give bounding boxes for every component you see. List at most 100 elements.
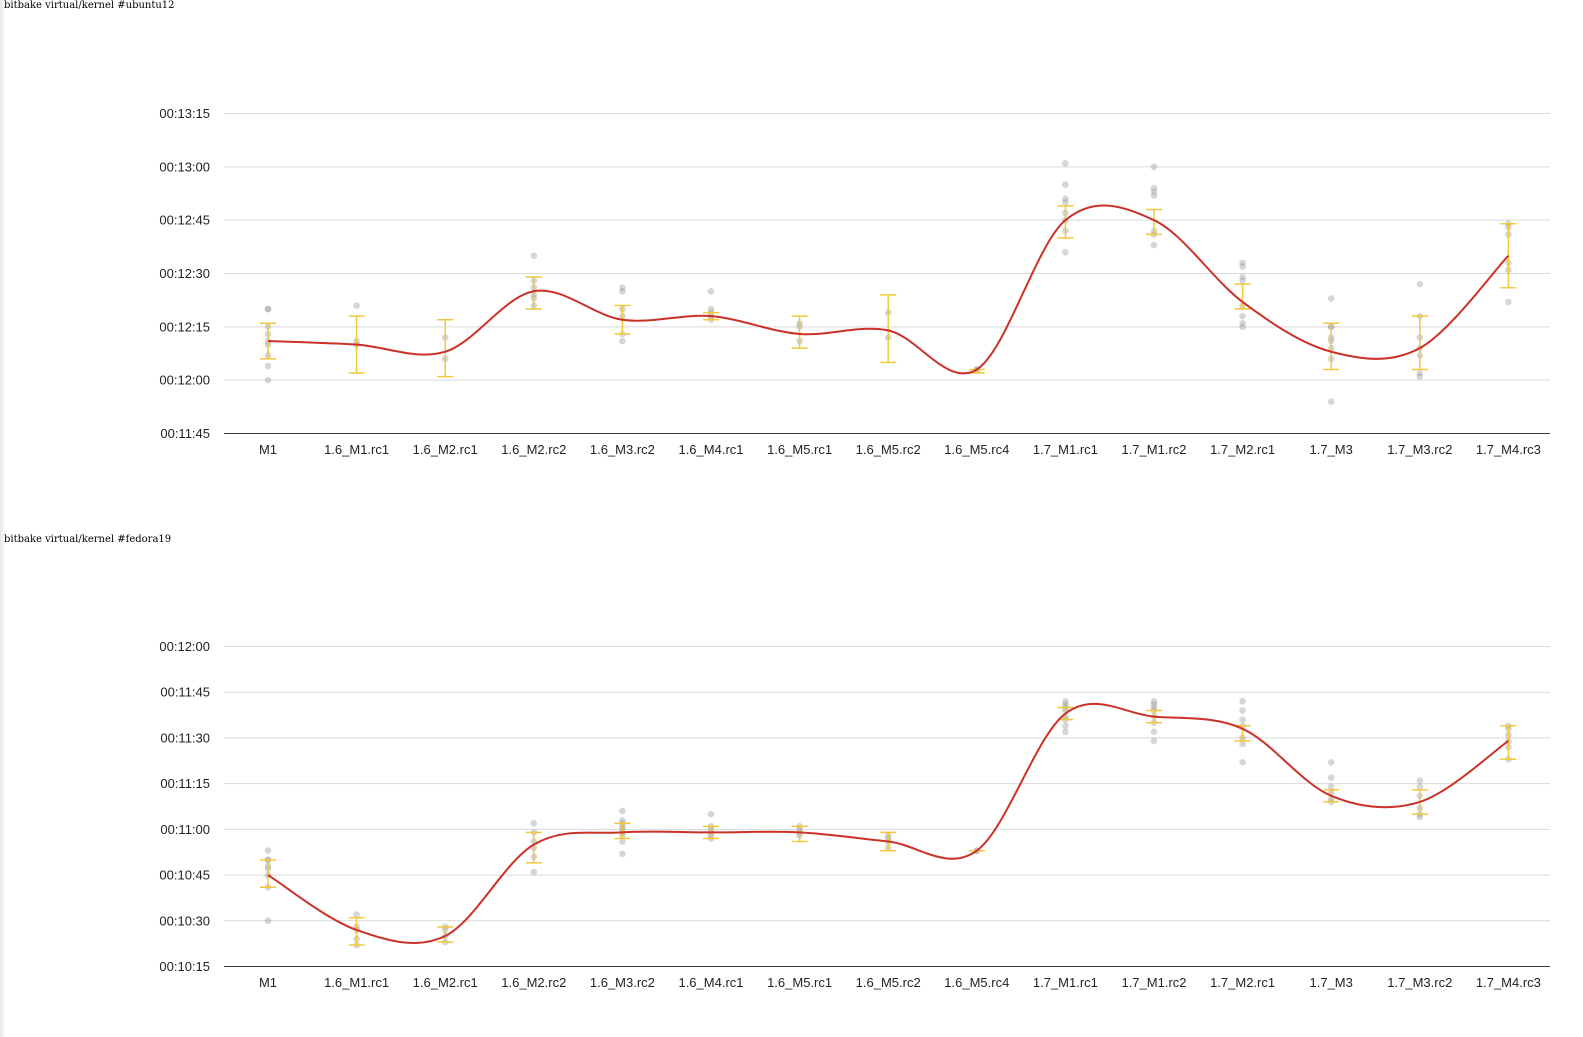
error-bar — [437, 926, 454, 943]
x-tick-label: 1.6_M2.rc1 — [413, 442, 478, 457]
x-tick-label: 1.7_M4.rc3 — [1476, 442, 1541, 457]
x-tick-label: M1 — [259, 442, 277, 457]
sample-point — [1150, 701, 1158, 708]
sample-point — [707, 810, 715, 818]
x-tick-label: 1.7_M3.rc2 — [1387, 442, 1452, 457]
sample-point — [1416, 280, 1424, 288]
series-line — [267, 204, 1510, 375]
sample-point — [1062, 698, 1069, 705]
x-tick-label: 1.7_M4.rc3 — [1476, 975, 1541, 990]
sample-point — [1062, 701, 1069, 708]
sample-point — [1416, 777, 1424, 784]
x-tick-label: 1.7_M1.rc2 — [1121, 442, 1186, 457]
sample-point — [1239, 707, 1246, 714]
sample-point — [1239, 263, 1246, 270]
sample-point — [619, 838, 626, 845]
sample-point — [1150, 184, 1158, 192]
sample-point — [1150, 704, 1158, 711]
sample-point — [1150, 241, 1158, 249]
sample-point — [619, 287, 626, 295]
x-tick-label: 1.6_M3.rc2 — [590, 975, 655, 990]
sample-point — [619, 337, 626, 345]
sample-point — [1239, 259, 1246, 267]
sample-point — [619, 850, 626, 858]
error-bar — [1146, 208, 1162, 236]
error-bar — [437, 318, 454, 378]
sample-point — [264, 305, 272, 313]
sample-point — [1150, 698, 1158, 705]
sample-point — [353, 302, 360, 309]
sample-point — [1327, 783, 1335, 790]
x-tick-label: 1.6_M5.rc4 — [944, 442, 1009, 457]
x-tick-label: 1.7_M2.rc1 — [1210, 975, 1275, 990]
sample-point — [1327, 759, 1335, 766]
x-tick-label: 1.6_M5.rc1 — [767, 975, 832, 990]
sample-point — [619, 816, 626, 824]
y-tick-label: 00:13:00 — [159, 159, 210, 174]
left-panel-shadow — [0, 0, 6, 1037]
x-tick-label: 1.6_M4.rc1 — [678, 442, 743, 457]
error-bar — [1411, 315, 1428, 371]
y-tick-label: 00:10:30 — [159, 913, 210, 928]
y-tick-label: 00:12:45 — [159, 213, 210, 228]
sample-point — [1327, 398, 1335, 405]
error-bar — [525, 831, 542, 864]
sample-point — [1416, 373, 1424, 380]
sample-point — [264, 847, 272, 854]
sample-point — [1239, 277, 1246, 284]
error-bar — [614, 822, 631, 840]
sample-point — [1416, 813, 1424, 821]
y-tick-label: 00:11:00 — [160, 822, 210, 837]
x-tick-label: 1.7_M1.rc2 — [1121, 975, 1186, 990]
sample-point — [1062, 195, 1069, 203]
sample-point — [1150, 728, 1158, 736]
sample-point — [707, 287, 715, 295]
sample-point — [1239, 759, 1246, 766]
sample-point — [1505, 298, 1512, 306]
error-bar — [880, 294, 897, 364]
y-tick-label: 00:11:45 — [160, 426, 210, 441]
x-tick-label: 1.6_M5.rc4 — [944, 975, 1009, 990]
sample-point — [1062, 728, 1069, 736]
error-bar — [525, 276, 542, 310]
sample-point — [707, 305, 715, 313]
error-bar — [791, 315, 808, 349]
y-tick-label: 00:12:00 — [159, 639, 210, 654]
sample-point — [1062, 199, 1069, 206]
x-tick-label: 1.6_M5.rc1 — [767, 442, 832, 457]
x-tick-label: M1 — [259, 975, 277, 990]
x-tick-label: 1.7_M3 — [1310, 975, 1353, 990]
sample-point — [530, 819, 538, 827]
chart-title-ubuntu12: bitbake virtual/kernel #ubuntu12 — [4, 0, 175, 11]
sample-point — [1327, 295, 1335, 302]
sample-point — [1150, 163, 1158, 171]
x-tick-label: 1.6_M2.rc1 — [413, 975, 478, 990]
x-tick-label: 1.7_M1.rc1 — [1033, 442, 1098, 457]
error-bar — [260, 859, 276, 889]
sample-point — [1062, 722, 1069, 730]
sample-point — [1416, 783, 1424, 790]
x-tick-label: 1.6_M2.rc2 — [501, 975, 566, 990]
y-tick-label: 00:11:30 — [160, 730, 210, 745]
error-bar — [1323, 322, 1340, 371]
x-tick-label: 1.6_M4.rc1 — [678, 975, 743, 990]
sample-point — [1239, 273, 1246, 281]
y-tick-label: 00:11:45 — [160, 685, 210, 700]
chart-fedora19: 00:10:15 00:10:30 00:10:45 00:11:00 00:11:15… — [159, 639, 1550, 990]
sample-point — [1239, 698, 1246, 705]
sample-point — [1327, 774, 1335, 781]
sample-point — [1062, 181, 1069, 188]
sample-point — [1150, 188, 1158, 196]
x-tick-label: 1.6_M1.rc1 — [324, 975, 389, 990]
chart-title-fedora19: bitbake virtual/kernel #fedora19 — [4, 534, 172, 545]
error-bar — [791, 825, 808, 843]
sample-point — [264, 362, 272, 370]
x-tick-label: 1.6_M2.rc2 — [501, 442, 566, 457]
sample-point — [264, 305, 272, 313]
sample-point — [1239, 312, 1246, 320]
y-tick-label: 00:11:15 — [160, 776, 210, 791]
y-tick-label: 00:10:45 — [159, 868, 210, 883]
x-tick-label: 1.6_M1.rc1 — [324, 442, 389, 457]
series-line — [267, 702, 1509, 944]
error-bar — [1057, 205, 1074, 239]
